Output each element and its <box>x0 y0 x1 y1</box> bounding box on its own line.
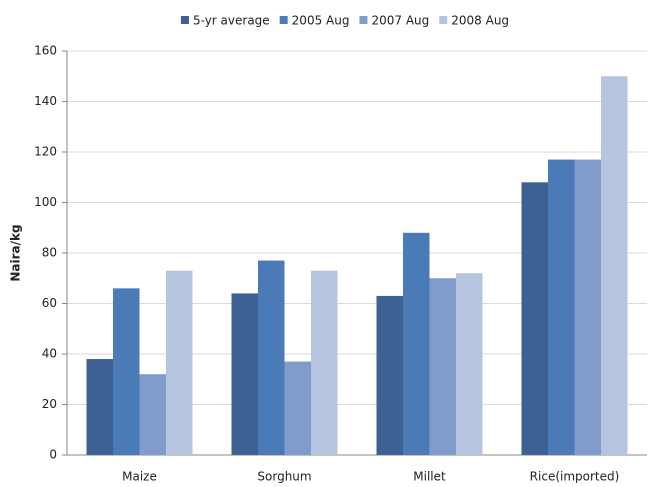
bar <box>86 359 113 455</box>
bar <box>574 159 601 455</box>
bar <box>139 374 166 455</box>
legend-swatch <box>359 16 368 24</box>
legend-label: 2005 Aug <box>292 14 350 28</box>
x-tick-label: Maize <box>122 470 157 484</box>
bar <box>284 361 311 455</box>
y-tick-label: 80 <box>42 246 57 260</box>
y-tick-label: 40 <box>42 347 57 361</box>
bar <box>429 278 456 455</box>
bar <box>456 273 483 455</box>
x-tick-label: Sorghum <box>257 470 311 484</box>
y-tick-label: 20 <box>42 397 57 411</box>
y-tick-label: 60 <box>42 296 57 310</box>
legend-label: 2008 Aug <box>451 14 509 28</box>
bar <box>521 182 548 456</box>
bar <box>166 270 193 455</box>
y-tick-label: 100 <box>34 195 57 209</box>
bar <box>548 159 575 455</box>
bar <box>403 232 430 455</box>
x-tick-label: Millet <box>413 470 446 484</box>
bar <box>113 288 140 455</box>
y-tick-label: 160 <box>34 44 57 58</box>
bar <box>601 76 628 455</box>
y-axis-label: Naira/kg <box>9 224 23 281</box>
y-tick-label: 0 <box>49 448 57 462</box>
bar <box>376 295 403 455</box>
legend-label: 2007 Aug <box>371 14 429 28</box>
y-tick-label: 140 <box>34 94 57 108</box>
legend-label: 5-yr average <box>193 14 270 28</box>
legend-swatch <box>439 16 448 24</box>
legend-swatch <box>279 16 288 24</box>
x-tick-label: Rice(imported) <box>530 470 620 484</box>
y-tick-label: 120 <box>34 145 57 159</box>
bar <box>231 293 258 455</box>
bar <box>258 260 285 455</box>
legend-swatch <box>180 16 189 24</box>
bar <box>311 270 338 455</box>
